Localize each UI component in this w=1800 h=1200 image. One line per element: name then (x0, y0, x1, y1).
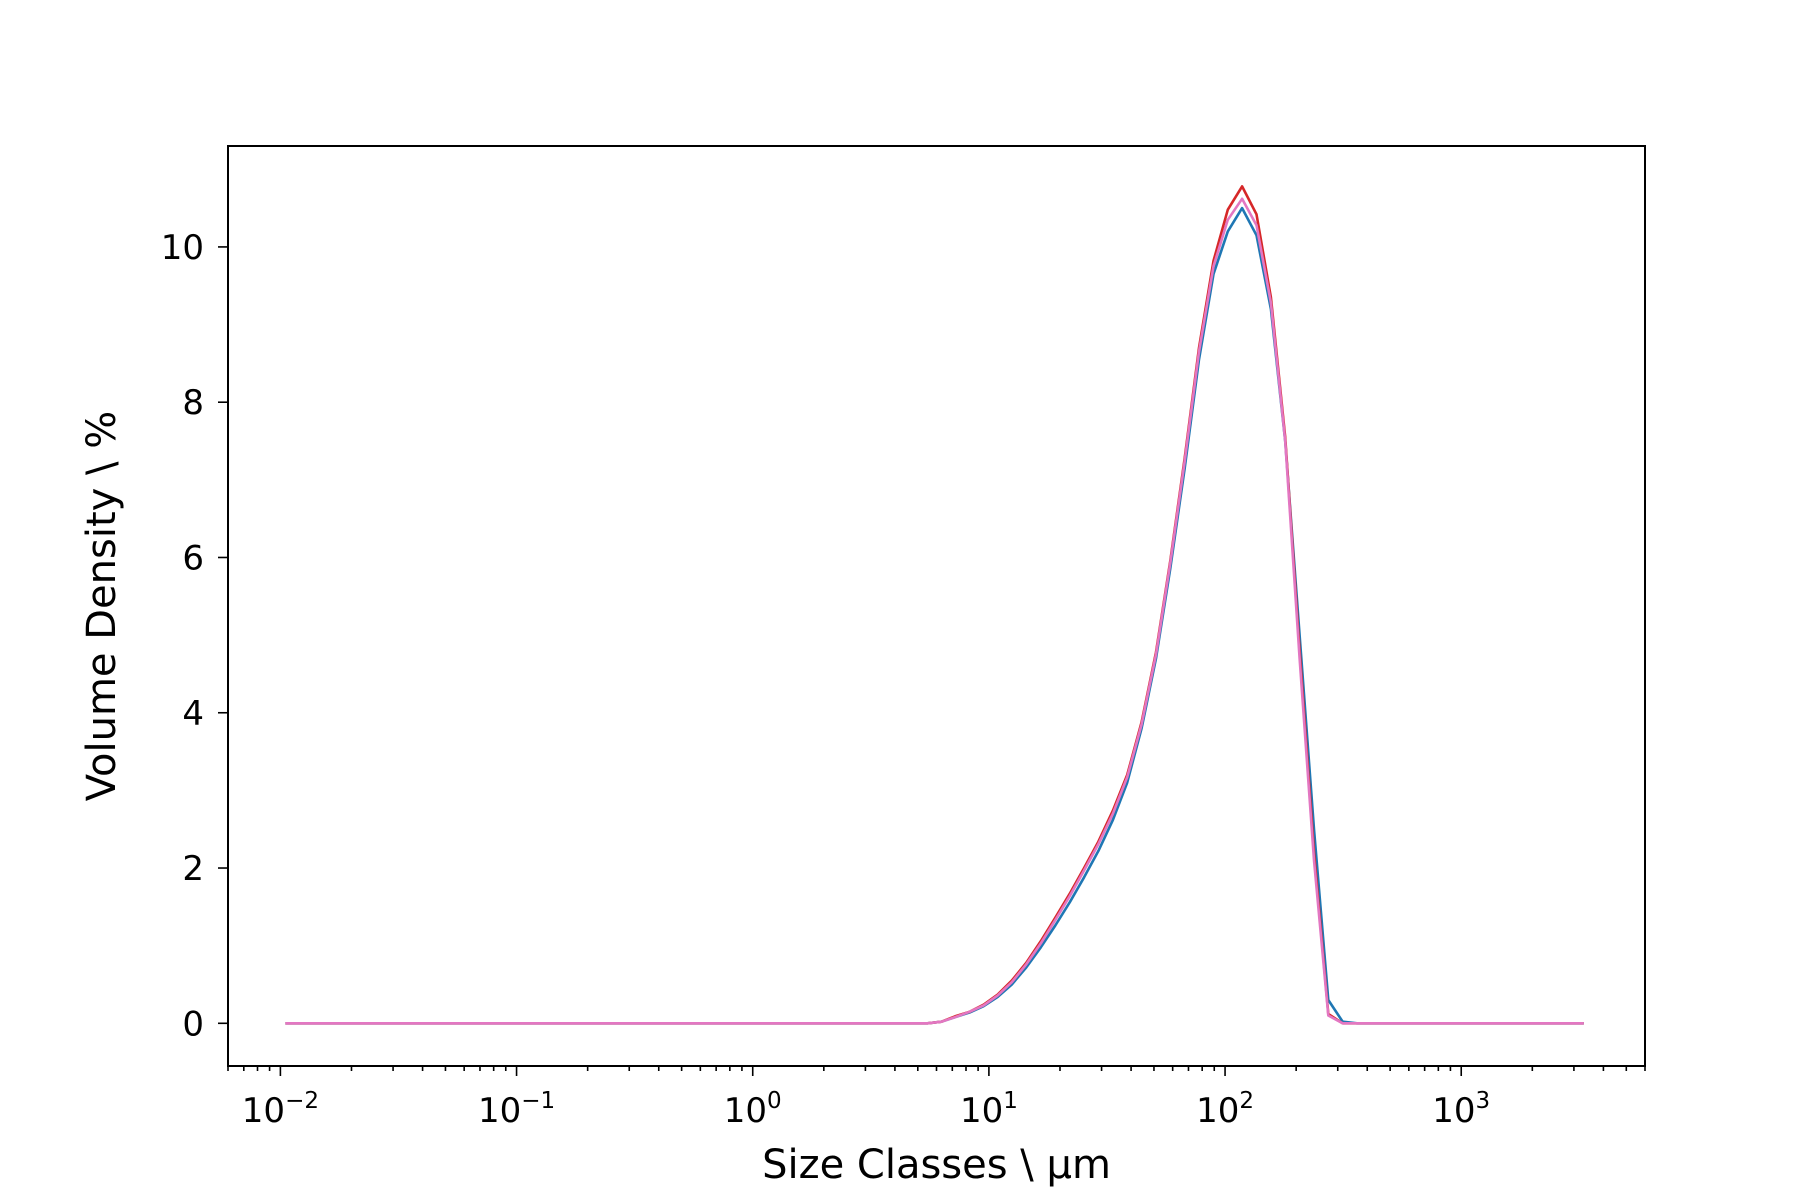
y-tick-label: 6 (182, 538, 204, 578)
y-tick-label: 4 (182, 694, 204, 734)
x-tick-label: 102 (1196, 1088, 1254, 1131)
series-line-3 (285, 197, 1584, 1025)
series-line-1 (285, 206, 1584, 1025)
series-line-2 (285, 185, 1584, 1025)
x-tick-label: 100 (724, 1088, 782, 1131)
x-tick-label: 10−2 (242, 1088, 319, 1131)
x-axis-ticks: 10−2 10−1 100 101 102 103 (227, 1066, 1646, 1131)
plot-frame (227, 145, 1646, 1067)
y-tick-label: 10 (161, 228, 204, 268)
y-axis-ticks: 0 2 4 6 8 10 (161, 228, 228, 1044)
x-axis-label: Size Classes \ µm (762, 1142, 1111, 1188)
y-tick-label: 0 (182, 1004, 204, 1044)
x-tick-label: 10−1 (478, 1088, 555, 1131)
y-tick-label: 2 (182, 849, 204, 889)
x-tick-label: 103 (1432, 1088, 1490, 1131)
y-tick-label: 8 (182, 383, 204, 423)
x-tick-label: 101 (960, 1088, 1018, 1131)
y-axis-label: Volume Density \ % (79, 411, 125, 801)
series-layer (285, 185, 1584, 1025)
